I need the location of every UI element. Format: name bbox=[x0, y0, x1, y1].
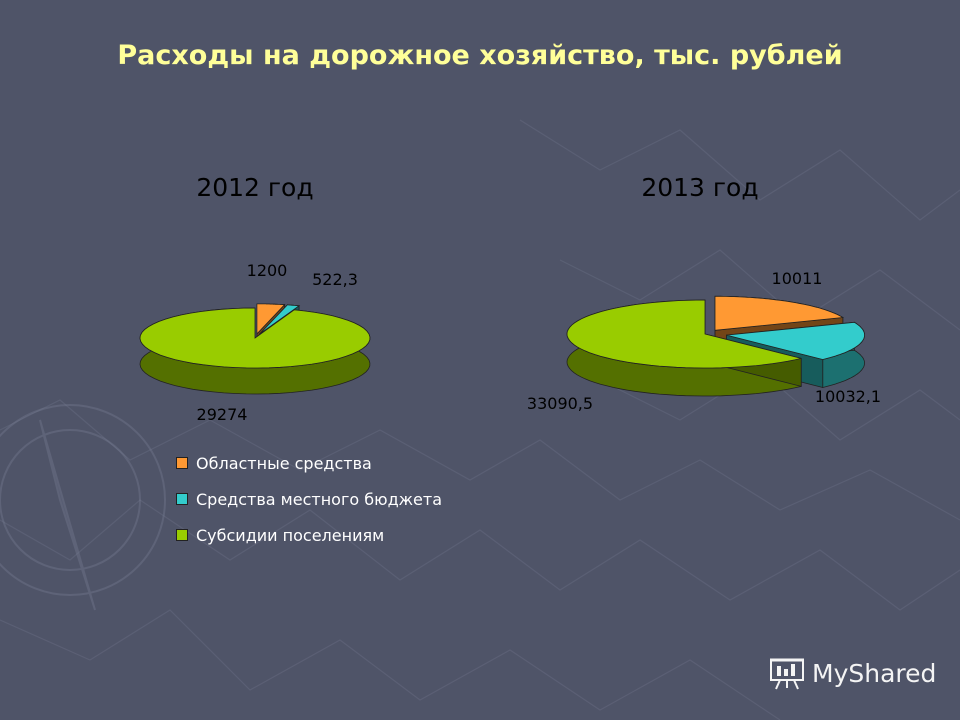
chart-title-0: 2012 год bbox=[196, 173, 313, 202]
legend-label-subsidy: Субсидии поселениям bbox=[196, 525, 385, 545]
pie-slice-subsidy-0 bbox=[139, 307, 371, 369]
pie-slice-oblast-0 bbox=[256, 303, 286, 335]
watermark-text: MyShared bbox=[812, 658, 937, 688]
pie-chart-1: 2013 год 10011 10032,1 33090,5 bbox=[527, 173, 881, 413]
legend-label-oblast: Областные средства bbox=[196, 453, 372, 473]
legend-item-local: Средства местного бюджета bbox=[176, 489, 443, 509]
value-label-oblast-0: 1200 bbox=[247, 261, 288, 280]
watermark: MyShared bbox=[768, 656, 936, 690]
compass-icon bbox=[0, 404, 166, 611]
chart-title-1: 2013 год bbox=[641, 173, 758, 202]
legend-swatch-subsidy bbox=[176, 529, 188, 541]
presentation-board-icon bbox=[770, 658, 804, 690]
value-label-subsidy-1: 33090,5 bbox=[527, 394, 593, 413]
value-label-local-1: 10032,1 bbox=[815, 387, 881, 406]
value-label-subsidy-0: 29274 bbox=[197, 405, 248, 424]
pie-slice-local-0 bbox=[259, 304, 301, 335]
legend-item-oblast: Областные средства bbox=[176, 453, 442, 473]
legend-item-subsidy: Субсидии поселениям bbox=[176, 525, 442, 545]
legend-swatch-oblast bbox=[176, 457, 188, 469]
pie-slice-subsidy-1 bbox=[566, 299, 802, 369]
pie-chart-0: 2012 год 1200 522,3 29274 bbox=[139, 173, 371, 424]
page-title: Расходы на дорожное хозяйство, тыс. рубл… bbox=[117, 40, 843, 71]
value-label-oblast-1: 10011 bbox=[772, 269, 823, 288]
legend-swatch-local bbox=[176, 493, 188, 505]
value-label-local-0: 522,3 bbox=[312, 270, 358, 289]
legend: Областные средства Средства местного бюд… bbox=[176, 454, 442, 562]
pie-slice-oblast-1 bbox=[714, 295, 845, 331]
legend-label-local: Средства местного бюджета bbox=[196, 489, 443, 509]
pie-slice-local-1 bbox=[726, 321, 865, 360]
